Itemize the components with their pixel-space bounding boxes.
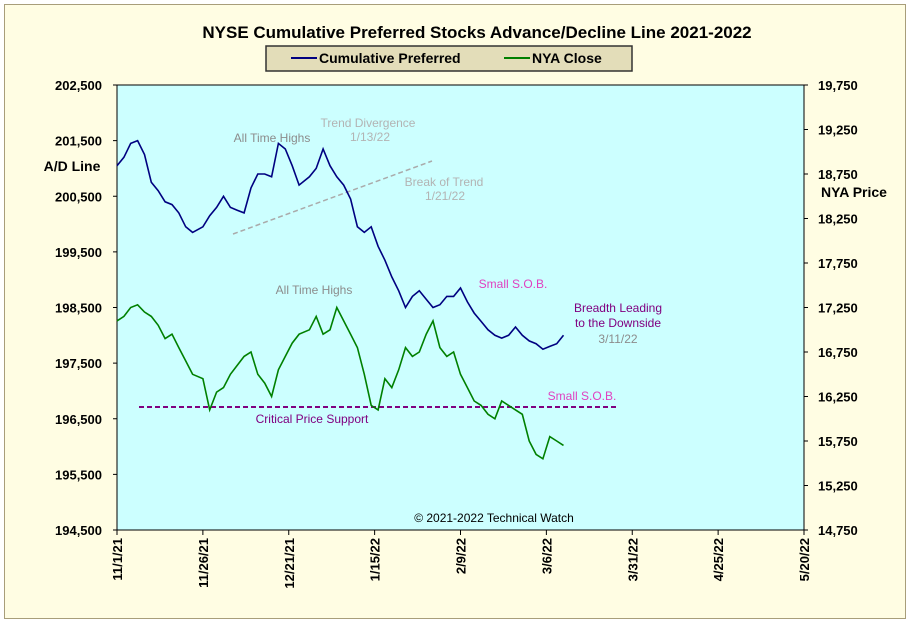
left-axis-label: A/D Line <box>44 158 101 174</box>
annotation-trend-divergence-date: 1/13/22 <box>350 130 390 144</box>
x-tick-label: 4/25/22 <box>711 538 726 581</box>
annotation-to-the-downside: to the Downside <box>575 316 661 330</box>
x-axis: 11/1/21 11/26/21 12/21/21 1/15/22 2/9/22 3/6/… <box>110 530 812 589</box>
left-tick-label: 200,500 <box>55 189 102 204</box>
annotation-critical-support: Critical Price Support <box>256 412 369 426</box>
left-tick-label: 198,500 <box>55 301 102 316</box>
right-tick-label: 19,750 <box>818 78 858 93</box>
left-tick-label: 201,500 <box>55 134 102 149</box>
right-tick-label: 15,750 <box>818 434 858 449</box>
annotation-trend-divergence: Trend Divergence <box>321 116 416 130</box>
left-axis: 194,500 195,500 196,500 197,500 198,500 199,5… <box>55 78 117 538</box>
plot-area <box>116 84 805 531</box>
x-tick-label: 3/31/22 <box>625 538 640 581</box>
right-tick-label: 17,750 <box>818 256 858 271</box>
annotation-break-of-trend-date: 1/21/22 <box>425 189 465 203</box>
annotation-small-sob-bottom: Small S.O.B. <box>548 389 617 403</box>
right-tick-label: 18,750 <box>818 167 858 182</box>
x-tick-label: 1/15/22 <box>368 538 383 581</box>
x-tick-label: 11/1/21 <box>110 538 125 581</box>
left-tick-label: 196,500 <box>55 412 102 427</box>
chart-title: NYSE Cumulative Preferred Stocks Advance… <box>202 23 751 42</box>
right-tick-label: 19,250 <box>818 123 858 138</box>
x-tick-label: 12/21/21 <box>282 538 297 589</box>
right-tick-label: 18,250 <box>818 212 858 227</box>
right-tick-label: 14,750 <box>818 523 858 538</box>
annotation-small-sob-top: Small S.O.B. <box>479 277 548 291</box>
annotation-all-time-highs-top: All Time Highs <box>234 131 311 145</box>
right-axis-label: NYA Price <box>821 184 887 200</box>
x-tick-label: 3/6/22 <box>539 538 554 574</box>
legend-box <box>265 45 633 72</box>
annotation-break-of-trend: Break of Trend <box>405 175 484 189</box>
x-tick-label: 11/26/21 <box>196 538 211 588</box>
left-tick-label: 195,500 <box>55 467 102 482</box>
copyright-text: © 2021-2022 Technical Watch <box>414 511 574 525</box>
left-tick-label: 194,500 <box>55 523 102 538</box>
legend-label-nya: NYA Close <box>532 50 602 66</box>
cumulative-preferred-line <box>116 139 565 351</box>
left-tick-label: 197,500 <box>55 356 102 371</box>
nya-close-line <box>116 303 564 461</box>
right-tick-label: 15,250 <box>818 479 858 494</box>
right-tick-label: 16,250 <box>818 390 858 405</box>
right-tick-label: 16,750 <box>818 345 858 360</box>
left-tick-label: 202,500 <box>55 78 102 93</box>
left-tick-label: 199,500 <box>55 245 102 260</box>
annotation-breadth-leading: Breadth Leading <box>574 301 662 315</box>
annotation-all-time-highs-bottom: All Time Highs <box>276 283 353 297</box>
trend-line <box>232 160 433 235</box>
right-tick-label: 17,250 <box>818 301 858 316</box>
annotation-breadth-date: 3/11/22 <box>598 332 637 346</box>
legend: Cumulative Preferred NYA Close <box>265 45 633 72</box>
legend-label-preferred: Cumulative Preferred <box>319 50 461 66</box>
right-axis: 14,750 15,250 15,750 16,250 16,750 17,250 17,7… <box>804 78 858 538</box>
x-tick-label: 2/9/22 <box>454 538 469 574</box>
x-tick-label: 5/20/22 <box>797 538 812 581</box>
